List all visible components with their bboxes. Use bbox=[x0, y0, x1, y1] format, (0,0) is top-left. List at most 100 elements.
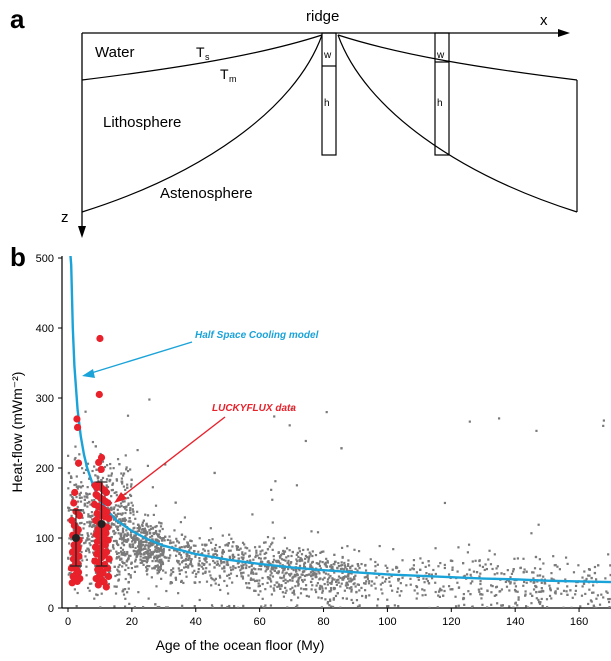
background-point bbox=[399, 582, 402, 585]
background-point bbox=[486, 606, 489, 608]
background-point bbox=[592, 584, 595, 587]
y-tick-label: 100 bbox=[36, 533, 54, 545]
background-point bbox=[158, 566, 161, 569]
background-point bbox=[231, 553, 235, 557]
background-point bbox=[314, 588, 317, 591]
ridge-column-h: h bbox=[324, 98, 330, 109]
background-point bbox=[70, 514, 73, 518]
background-point bbox=[145, 556, 148, 559]
background-point bbox=[88, 551, 91, 554]
background-point bbox=[542, 575, 545, 578]
background-point bbox=[80, 544, 83, 547]
background-point bbox=[159, 565, 163, 568]
background-point bbox=[125, 529, 128, 532]
background-point bbox=[282, 552, 286, 556]
background-point bbox=[301, 580, 305, 583]
background-point bbox=[152, 550, 155, 554]
background-point bbox=[271, 521, 274, 524]
background-point bbox=[298, 564, 302, 567]
lucky-point bbox=[95, 458, 103, 466]
background-point bbox=[315, 575, 318, 579]
background-point bbox=[279, 556, 282, 559]
background-point bbox=[218, 564, 221, 567]
background-point bbox=[84, 468, 88, 471]
lithosphere-label: Lithosphere bbox=[103, 114, 181, 131]
background-point bbox=[208, 563, 211, 566]
background-point bbox=[258, 579, 261, 582]
background-point bbox=[154, 548, 157, 551]
asthenosphere-label: Astenosphere bbox=[160, 185, 253, 202]
background-point bbox=[160, 563, 163, 566]
background-point bbox=[279, 576, 282, 579]
seafloor-right bbox=[337, 34, 578, 81]
background-point bbox=[378, 573, 381, 577]
background-point bbox=[271, 498, 274, 501]
background-point bbox=[348, 580, 351, 583]
background-point bbox=[341, 578, 345, 581]
background-point bbox=[116, 573, 119, 577]
background-point bbox=[262, 541, 266, 544]
background-point bbox=[355, 591, 358, 594]
background-point bbox=[437, 565, 440, 568]
background-point bbox=[113, 585, 116, 588]
background-point bbox=[481, 565, 485, 569]
background-point bbox=[86, 486, 89, 489]
background-point bbox=[310, 574, 313, 578]
background-point bbox=[70, 537, 74, 540]
background-point bbox=[133, 553, 137, 556]
background-point bbox=[154, 603, 157, 606]
background-point bbox=[180, 561, 184, 564]
background-point bbox=[510, 572, 514, 575]
background-point bbox=[496, 572, 499, 575]
background-point bbox=[85, 539, 88, 542]
mean-points bbox=[69, 481, 108, 567]
background-point bbox=[434, 590, 437, 594]
background-point bbox=[373, 582, 376, 585]
background-point bbox=[386, 570, 389, 573]
background-point bbox=[215, 554, 219, 557]
background-point bbox=[493, 553, 496, 556]
background-point bbox=[562, 606, 565, 608]
background-point bbox=[302, 548, 305, 552]
background-point bbox=[339, 567, 343, 571]
background-point bbox=[155, 546, 158, 549]
background-point bbox=[91, 469, 94, 473]
background-point bbox=[119, 533, 122, 536]
background-point bbox=[436, 606, 439, 608]
background-point bbox=[250, 564, 253, 568]
background-point bbox=[182, 581, 185, 585]
background-point bbox=[273, 584, 276, 587]
background-point bbox=[326, 578, 330, 581]
background-point bbox=[89, 544, 92, 547]
background-point bbox=[121, 512, 124, 515]
background-point bbox=[119, 518, 122, 521]
background-point bbox=[523, 568, 526, 571]
background-point bbox=[158, 536, 161, 539]
background-point bbox=[201, 572, 205, 575]
background-point bbox=[375, 576, 378, 579]
background-point bbox=[185, 552, 188, 556]
background-point bbox=[282, 574, 286, 577]
background-point bbox=[314, 553, 318, 557]
background-point bbox=[509, 581, 512, 584]
background-point bbox=[286, 606, 289, 608]
background-point bbox=[110, 495, 113, 498]
background-point bbox=[187, 558, 190, 561]
x-tick-label: 40 bbox=[190, 616, 202, 628]
y-axis-title: Heat-flow (mWm⁻²) bbox=[9, 372, 25, 493]
background-point bbox=[255, 549, 258, 552]
background-point bbox=[110, 489, 113, 492]
background-point bbox=[291, 586, 294, 589]
background-point bbox=[240, 567, 243, 570]
background-point bbox=[542, 562, 545, 565]
background-point bbox=[396, 566, 399, 569]
background-point bbox=[598, 603, 602, 606]
background-point bbox=[293, 573, 296, 576]
seafloor-left bbox=[81, 34, 323, 81]
background-point bbox=[180, 606, 183, 608]
background-point bbox=[122, 553, 125, 556]
background-point bbox=[142, 553, 145, 556]
background-point bbox=[392, 548, 395, 551]
background-point bbox=[333, 571, 336, 574]
background-point bbox=[252, 578, 255, 581]
